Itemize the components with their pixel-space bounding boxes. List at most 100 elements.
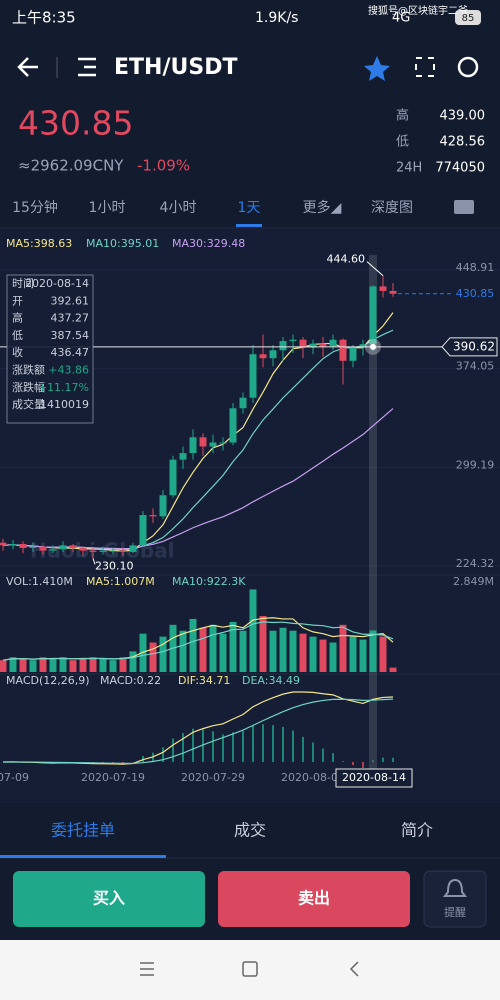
stats: 高 439.00 低 428.56 24H 774050 (396, 108, 485, 176)
candle-body (319, 343, 327, 347)
candle-body (349, 347, 357, 361)
ma-line (2, 312, 394, 552)
volume-bar (219, 633, 227, 672)
y-tick-label: 448.91 (456, 261, 495, 274)
candle-body (359, 344, 367, 348)
bottom-tab[interactable]: 委托挂单 (51, 821, 115, 840)
bottom-tab[interactable]: 简介 (401, 821, 433, 840)
vol-label: VOL:1.410M (6, 575, 73, 588)
tabs: 15分钟 1小时 4小时 1天 更多◢ 深度图 (12, 199, 413, 216)
nav-back[interactable] (349, 961, 359, 977)
volume-bar (259, 615, 267, 672)
tooltip-key: 高 (12, 311, 23, 325)
candle-body (69, 545, 77, 548)
candle-body (289, 339, 297, 342)
volume-bar (289, 630, 297, 672)
settings-icon[interactable] (454, 200, 474, 214)
candle-body (39, 546, 47, 551)
volume-bar (239, 630, 247, 672)
volume-bar (349, 636, 357, 672)
buy-button[interactable] (13, 871, 205, 927)
volume-bar (229, 621, 237, 672)
menu-icon[interactable] (78, 57, 96, 77)
cursor-date-box (335, 768, 413, 788)
cursor-band (369, 255, 377, 770)
candle-body (159, 495, 167, 517)
volume-bar (189, 618, 197, 672)
y-tick-label: 224.32 (456, 557, 495, 570)
candle-body (49, 549, 57, 551)
battery-icon (455, 10, 481, 25)
tab[interactable]: 1小时 (89, 200, 126, 216)
candle-body (379, 286, 387, 291)
candle-body (149, 515, 157, 517)
tab[interactable]: 4小时 (160, 200, 197, 216)
volume-bar (329, 642, 337, 672)
tooltip-value: +11.17% (38, 381, 89, 394)
candle-body (299, 339, 307, 348)
candle-body (139, 515, 147, 546)
volume-bar (89, 657, 97, 672)
tab[interactable]: 15分钟 (12, 199, 58, 216)
tooltip-value: 436.47 (51, 346, 90, 359)
volume-bar (249, 589, 257, 672)
stat-value: 439.00 (440, 109, 486, 124)
macd-line (2, 698, 394, 765)
candle-body (0, 542, 7, 546)
volume-bar (39, 657, 47, 672)
network: 4G (392, 11, 410, 26)
macd-label: MACD:0.22 (100, 674, 161, 687)
date-label: 2020-07-29 (181, 771, 245, 784)
tab[interactable]: 深度图 (371, 200, 413, 216)
vol-top-label: 2.849M (453, 575, 494, 588)
cursor-date: 2020-08-14 (342, 771, 406, 784)
volume-bar (299, 633, 307, 672)
sell-button[interactable] (218, 871, 410, 927)
bell-icon (443, 878, 467, 897)
candle-body (169, 459, 177, 496)
nav-home[interactable] (242, 961, 258, 977)
tooltip-value: 437.27 (51, 312, 90, 325)
volume-bar (99, 658, 107, 672)
tooltip-value: 387.54 (51, 329, 90, 342)
tooltip-value: +43.86 (48, 364, 89, 377)
bottom-tab[interactable]: 成交 (234, 821, 266, 840)
volume-bar (199, 627, 207, 672)
time: 上午8:35 (12, 9, 76, 27)
stat-value: 428.56 (440, 135, 486, 150)
macd-title: MACD(12,26,9) (6, 674, 90, 687)
candle-body (59, 545, 67, 550)
nav-bar (0, 940, 500, 1000)
nav-menu[interactable] (140, 962, 154, 976)
ma10-label: MA10:395.01 (86, 237, 159, 250)
share-icon[interactable] (457, 56, 479, 78)
chart: 448.91 374.05 299.19 224.32 444.60 230.10 430.… (0, 253, 500, 788)
alert-button[interactable] (423, 870, 487, 928)
candle-body (209, 442, 217, 447)
volume-bar (179, 630, 187, 672)
volume-bar (119, 657, 127, 672)
candle-body (329, 339, 337, 347)
battery: 85 (462, 13, 475, 24)
candle-body (189, 437, 197, 454)
candle-body (269, 350, 277, 359)
tab[interactable]: 1天 (238, 200, 261, 216)
candle-body (229, 408, 237, 443)
ma5-label: MA5:398.63 (6, 237, 72, 250)
volume-bar (339, 624, 347, 672)
volume-bar (129, 651, 137, 672)
volume-bar (359, 639, 367, 672)
ma-line (2, 408, 394, 550)
min-label: 230.10 (95, 559, 134, 572)
star-icon[interactable] (364, 56, 390, 81)
screenshot-icon[interactable] (415, 57, 435, 77)
volume-bar (19, 658, 27, 672)
candle-body (259, 354, 267, 359)
back-icon[interactable] (17, 57, 38, 77)
candle-body (239, 397, 247, 409)
max-label: 444.60 (327, 253, 366, 266)
y-tick-label: 299.19 (456, 458, 495, 471)
tab[interactable]: 更多◢ (303, 199, 342, 216)
tooltip-box (6, 274, 94, 424)
volume-bar (159, 636, 167, 672)
